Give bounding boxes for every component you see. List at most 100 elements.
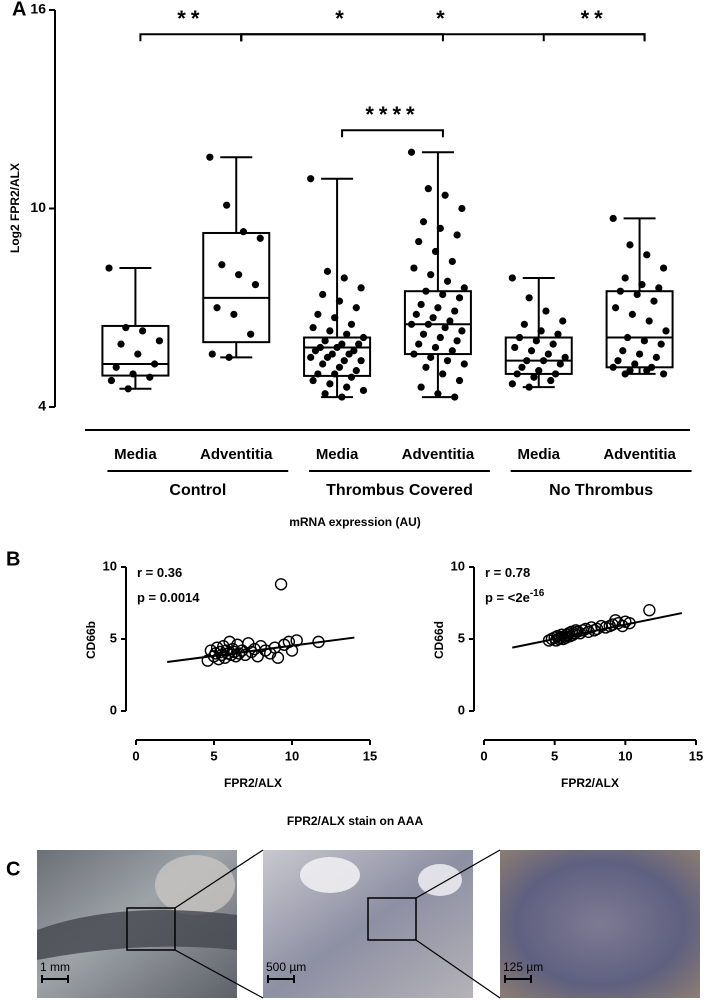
data-point [643, 604, 656, 617]
data-point [422, 363, 430, 371]
data-point [638, 280, 646, 289]
data-point [446, 317, 454, 325]
data-point [419, 218, 428, 226]
data-point [535, 367, 543, 375]
data-point [655, 284, 663, 292]
annotation-text: p = 0.0014 [137, 590, 200, 605]
data-point [206, 153, 214, 161]
zoom-box [367, 897, 417, 941]
data-point [631, 360, 639, 368]
data-point [412, 310, 420, 318]
data-point [619, 347, 627, 355]
data-point [208, 350, 216, 358]
data-point [223, 635, 236, 649]
data-point [614, 357, 622, 365]
data-point [274, 578, 288, 591]
panel-label: B [6, 548, 20, 570]
data-point [331, 370, 339, 378]
scale-bar-label: 1 mm [40, 960, 70, 974]
group-label: Control [169, 482, 226, 499]
data-point [107, 376, 116, 385]
data-point [134, 350, 142, 358]
box [403, 290, 472, 356]
data-point [359, 333, 368, 342]
x-tick-label: Media [316, 446, 359, 463]
data-point [357, 357, 365, 365]
data-point [146, 373, 154, 381]
data-point [410, 350, 418, 358]
y-tick-label: 16 [30, 1, 46, 17]
data-point [609, 214, 617, 223]
data-point [515, 333, 524, 342]
data-point [256, 234, 264, 242]
data-point [431, 343, 440, 352]
data-point [417, 300, 425, 309]
data-point [611, 304, 620, 312]
data-point [419, 330, 428, 338]
y-tick-label: 10 [103, 558, 117, 573]
data-point [235, 271, 243, 279]
y-tick-label: 0 [110, 702, 117, 717]
data-point [129, 370, 137, 378]
data-point [508, 380, 516, 388]
significance-label: * [335, 6, 349, 31]
data-point [357, 284, 365, 292]
data-point [355, 340, 363, 348]
data-point [213, 304, 221, 312]
data-point [659, 370, 668, 378]
data-point [451, 307, 459, 315]
annotation-text: p = <2e [485, 590, 530, 605]
data-point [609, 363, 617, 371]
data-point [525, 294, 533, 302]
x-tick-label: Adventitia [200, 446, 273, 463]
data-point [443, 277, 452, 285]
annotation-superscript: -16 [530, 588, 545, 599]
x-tick-label: Adventitia [402, 446, 475, 463]
data-point [525, 383, 533, 391]
scale-bar [267, 975, 295, 983]
data-point [530, 373, 538, 381]
data-point [537, 327, 545, 335]
data-point [434, 390, 442, 398]
annotation-text: r = 0.36 [137, 565, 182, 580]
data-point [326, 327, 334, 335]
annotation-text: r = 0.78 [485, 565, 530, 580]
data-point [307, 175, 315, 183]
data-point [532, 337, 540, 345]
data-point [455, 376, 464, 385]
x-tick-label: 5 [210, 748, 217, 763]
data-point [309, 376, 317, 385]
significance-label: * [436, 6, 450, 31]
y-tick-label: 10 [451, 558, 465, 573]
data-point [319, 290, 327, 299]
data-point [352, 367, 360, 375]
x-axis-label: FPR2/ALX [561, 776, 619, 790]
data-point [139, 327, 147, 335]
significance-label: ** [581, 6, 608, 31]
data-point [415, 340, 423, 348]
micrographs: 1 mm 500 µm 125 µm [37, 849, 700, 999]
data-point [542, 307, 550, 315]
y-axis-label: Log2 FPR2/ALX [8, 163, 22, 253]
data-point [652, 353, 660, 361]
data-point [311, 347, 320, 355]
data-point [662, 327, 670, 335]
data-point [424, 320, 432, 328]
x-tick-label: 5 [551, 748, 558, 763]
annotation: p = <2e-16 [485, 588, 545, 606]
annotation: p = 0.0014 [137, 590, 200, 605]
data-point [621, 274, 629, 282]
x-tick-label: 10 [285, 748, 299, 763]
data-point [443, 357, 452, 365]
data-point [352, 304, 360, 312]
data-point [561, 353, 569, 361]
data-point [251, 280, 260, 289]
data-point [436, 224, 444, 232]
group-label: No Thrombus [549, 482, 653, 499]
data-point [105, 264, 113, 272]
x-tick-label: 10 [618, 748, 632, 763]
data-point [427, 271, 435, 279]
data-point [307, 353, 315, 361]
data-point [544, 350, 552, 358]
